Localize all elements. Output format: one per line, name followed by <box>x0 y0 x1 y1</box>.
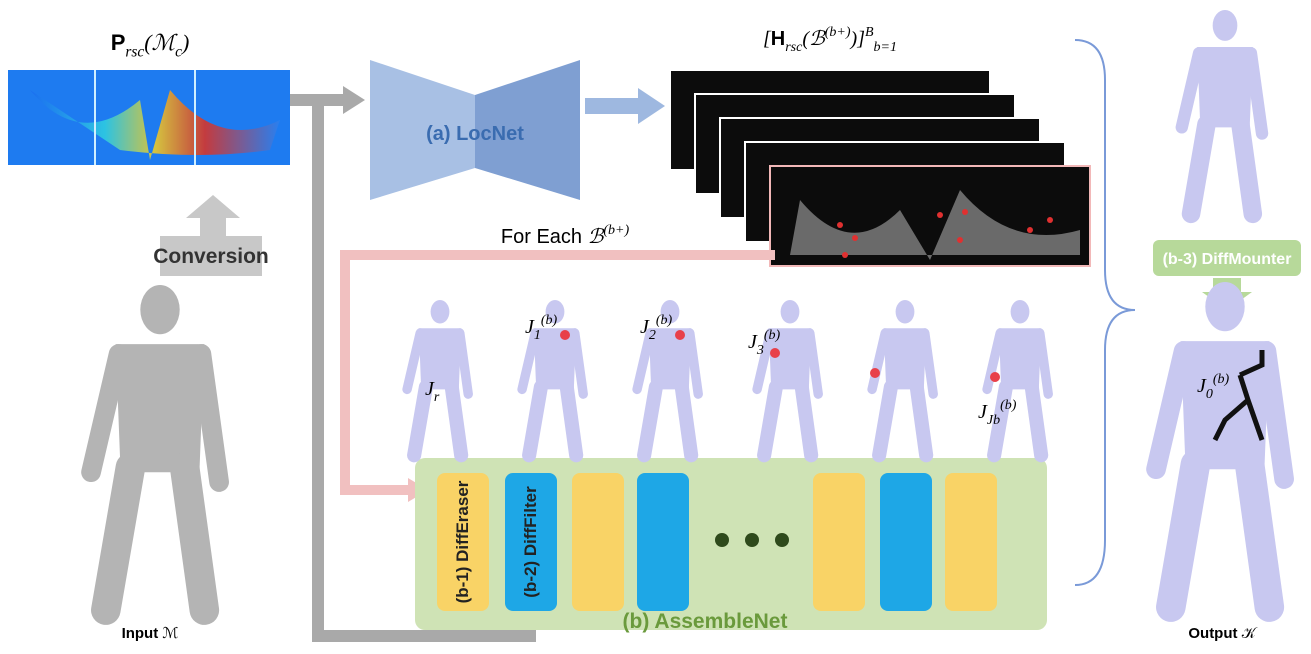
label-part: 3 <box>756 343 764 358</box>
joint-dot <box>957 237 963 243</box>
module-block <box>637 473 689 611</box>
diff-filter-label: (b-2) DiffFilter <box>521 486 540 598</box>
label-part: ) <box>180 30 189 55</box>
for-each-label: For Each ℬ(b+) <box>501 223 630 248</box>
joint-dot <box>990 372 1000 382</box>
label-part: ℬ <box>588 226 605 248</box>
joint-dot <box>1047 217 1053 223</box>
module-block <box>945 473 997 611</box>
joint-dot <box>770 348 780 358</box>
joint-dot <box>842 252 848 258</box>
module-block <box>880 473 932 611</box>
module-block <box>572 473 624 611</box>
joint-dot <box>1027 227 1033 233</box>
joint-dot <box>937 212 943 218</box>
brace <box>1075 40 1135 585</box>
diff-mounter-label: (b-3) DiffMounter <box>1163 251 1292 268</box>
joint-dot <box>852 235 858 241</box>
human-figure <box>872 300 933 455</box>
label-part: b=1 <box>874 40 897 55</box>
diff-eraser-label: (b-1) DiffEraser <box>453 480 472 603</box>
joint-dot <box>560 330 570 340</box>
human-figure <box>757 300 818 455</box>
label-part: rsc <box>785 40 803 55</box>
label-part: (b) <box>656 313 673 328</box>
label-part: (ℳ <box>144 30 178 55</box>
label-part: P <box>111 30 126 55</box>
label-part: H <box>771 28 785 50</box>
module-block <box>813 473 865 611</box>
label-part: ℳ <box>162 625 178 642</box>
human-figure <box>91 285 219 610</box>
human-figure <box>1156 282 1284 607</box>
label-part: (b) <box>764 328 781 343</box>
label-part: rsc <box>125 44 144 61</box>
conversion-arrow <box>186 195 240 236</box>
label-part: (b) <box>1000 398 1017 413</box>
label-part: B <box>865 25 874 40</box>
label-part: 𝒦 <box>1242 625 1258 642</box>
human-figure <box>407 300 468 455</box>
joint-dot <box>962 209 968 215</box>
label-part: Output <box>1188 625 1241 642</box>
label-part: (ℬ <box>802 28 826 50</box>
label-part: (b+) <box>825 25 851 40</box>
label-part: (b) <box>1213 372 1230 387</box>
conversion-label: Conversion <box>153 245 269 268</box>
label-part: Input <box>122 625 163 642</box>
diagram: Prsc(ℳc) Conversion (a) LocNet [Hrsc(ℬ(b… <box>0 0 1311 654</box>
heatmaps-label: [Hrsc(ℬ(b+))]Bb=1 <box>763 25 897 55</box>
joint-dot <box>870 368 880 378</box>
locnet-label: (a) LocNet <box>426 123 524 145</box>
label-part: 2 <box>649 328 656 343</box>
label-part: r <box>434 390 440 405</box>
heatmap-label: Prsc(ℳc) <box>111 30 190 61</box>
label-part: For Each <box>501 226 588 248</box>
label-part: )] <box>850 28 865 50</box>
label-part: (b+) <box>603 223 629 238</box>
assemblenet-label: (b) AssembleNet <box>623 610 788 633</box>
label-part: 1 <box>534 328 541 343</box>
input-label: Input ℳ <box>122 625 179 642</box>
label-part: 0 <box>1206 387 1213 402</box>
joint-dot <box>837 222 843 228</box>
label-part: Jb <box>987 413 1000 428</box>
human-figure <box>1182 10 1262 214</box>
label-part: (b) <box>541 313 558 328</box>
joint-dot <box>675 330 685 340</box>
output-label: Output 𝒦 <box>1188 625 1257 642</box>
